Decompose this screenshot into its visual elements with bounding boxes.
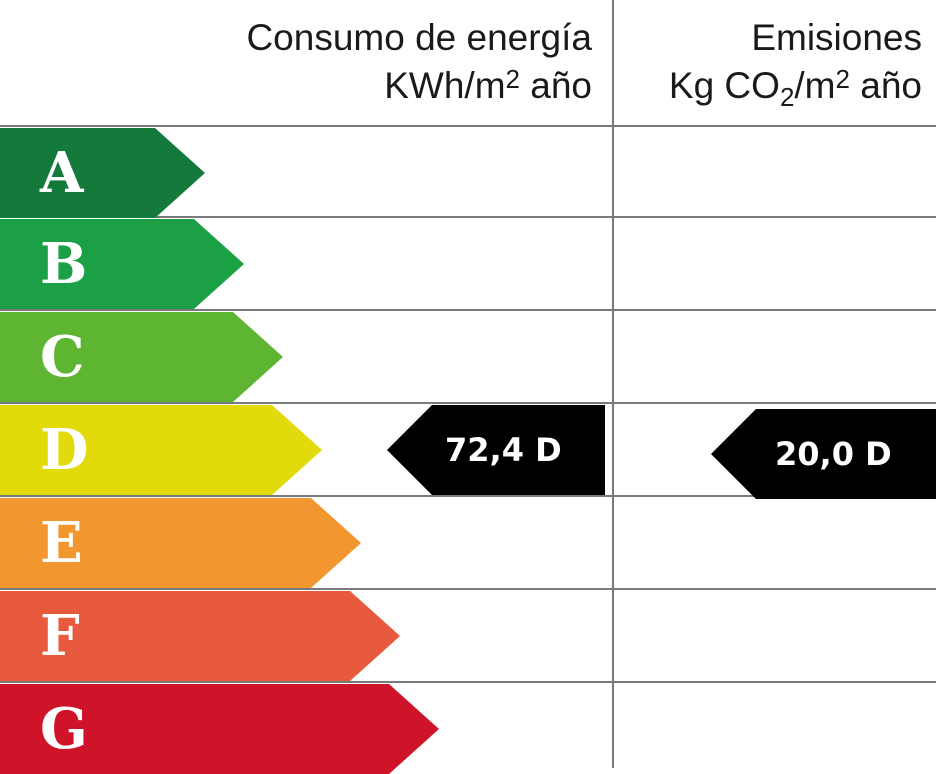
band-letter: G (40, 696, 88, 762)
energy-rating-arrow: 72,4 D (387, 405, 605, 495)
band-letter: D (40, 417, 89, 483)
energy-title: Consumo de energía (246, 17, 592, 58)
emissions-rating-arrow: 20,0 D (711, 409, 936, 499)
energy-arrow-shape (387, 405, 605, 495)
band-shape (0, 219, 244, 309)
energy-header: Consumo de energía KWh/m2 año (0, 0, 592, 140)
energy-band-e: E (0, 498, 361, 588)
band-letter: E (40, 510, 83, 576)
row-divider (0, 309, 936, 311)
band-shape (0, 312, 283, 402)
band-arrow (0, 219, 244, 309)
emissions-title: Emisiones (751, 17, 922, 58)
band-arrow (0, 591, 400, 681)
emissions-arrow-shape (711, 409, 936, 499)
emissions-header: Emisiones Kg CO2/m2 año (620, 0, 922, 140)
band-shape (0, 498, 361, 588)
band-shape (0, 684, 439, 774)
energy-rating-value: 72,4 D (445, 431, 562, 469)
band-arrow (0, 312, 283, 402)
row-divider (0, 588, 936, 590)
row-divider (0, 681, 936, 683)
energy-unit: KWh/m2 año (384, 64, 592, 106)
band-letter: A (40, 140, 84, 206)
energy-arrow-polygon (387, 405, 605, 495)
band-shape (0, 591, 400, 681)
emissions-arrow-polygon (711, 409, 936, 499)
band-letter: F (40, 603, 80, 669)
band-arrow (0, 128, 205, 218)
band-shape (0, 405, 322, 495)
row-divider (0, 125, 936, 127)
band-letter: C (40, 324, 85, 390)
band-arrow (0, 684, 439, 774)
energy-band-d: D (0, 405, 322, 495)
band-shape (0, 128, 205, 218)
energy-band-b: B (0, 219, 244, 309)
energy-band-g: G (0, 684, 439, 774)
energy-band-c: C (0, 312, 283, 402)
row-divider (0, 402, 936, 404)
emissions-unit: Kg CO2/m2 año (668, 64, 922, 112)
energy-band-a: A (0, 128, 205, 218)
row-divider (0, 216, 936, 218)
energy-band-f: F (0, 591, 400, 681)
row-divider (0, 495, 936, 497)
band-arrow (0, 498, 361, 588)
band-arrow (0, 405, 322, 495)
column-divider (612, 0, 614, 768)
emissions-rating-value: 20,0 D (775, 435, 892, 473)
band-letter: B (40, 231, 88, 297)
